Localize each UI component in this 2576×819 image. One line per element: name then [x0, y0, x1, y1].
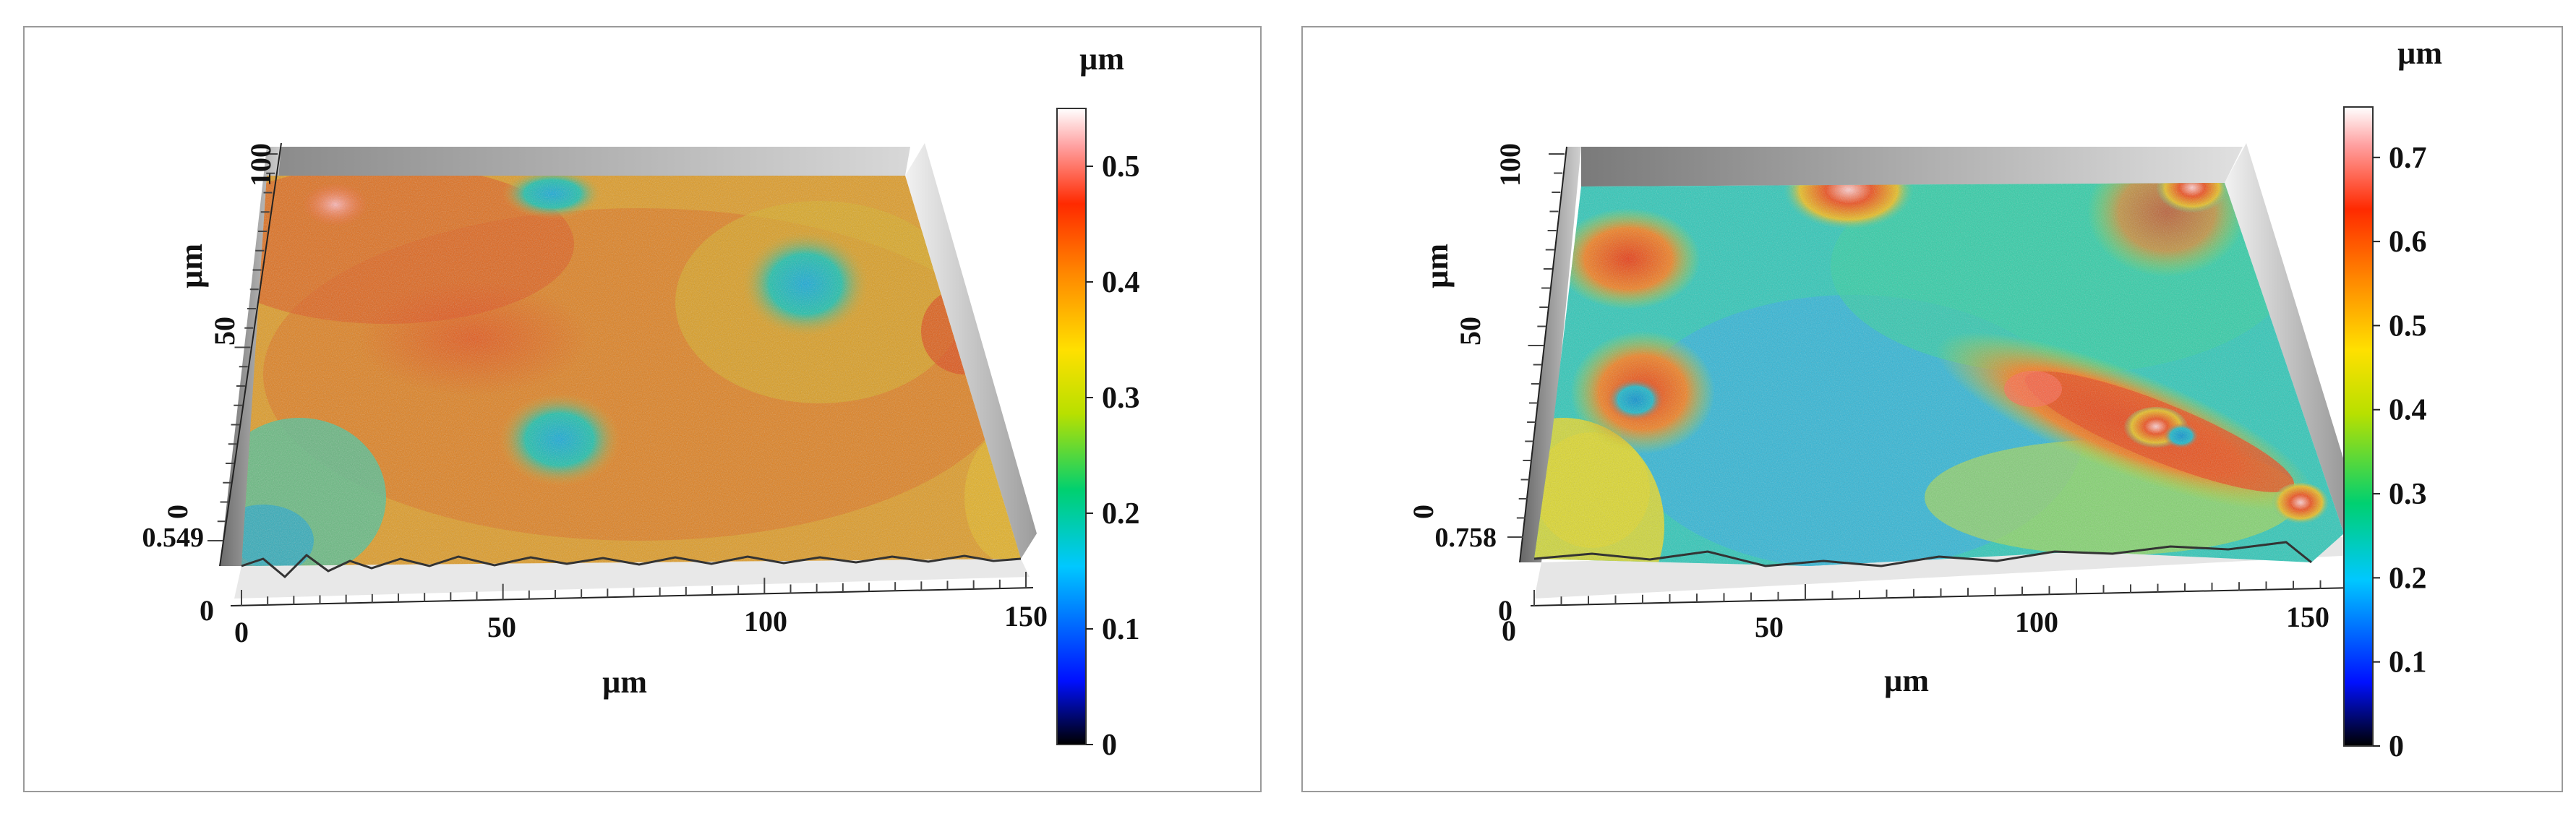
colorbar-tick-label: 0.1	[1102, 613, 1140, 646]
x-axis-b	[1530, 587, 2355, 606]
colorbar-tick-label: 0.3	[2389, 478, 2427, 511]
colorbar-tick-label: 0	[2389, 730, 2404, 763]
z-max-label-b: 0.758	[1435, 523, 1497, 553]
y-minor-ticks-a	[207, 153, 278, 541]
y-tick-label-b: 0	[1407, 505, 1439, 519]
colorbar-tick-label: 0.7	[2389, 142, 2427, 175]
z-min-label-b: 0	[1498, 594, 1512, 627]
surface-front-edge-b	[1533, 541, 2312, 567]
x-minor-ticks-b	[1533, 573, 2348, 606]
z-max-label-a: 0.549	[142, 523, 205, 553]
z-min-label-a: 0	[200, 594, 214, 627]
colorbar-tick-label: 0.4	[2389, 394, 2427, 427]
x-tick-label-b: 100	[2015, 606, 2058, 638]
right-wall-b	[2225, 143, 2362, 533]
x-axis-title-b: µm	[1884, 663, 1929, 698]
y-tick-label-a: 50	[208, 317, 241, 346]
left-wall-b	[1520, 147, 1581, 562]
colorbar-tick-label: 0.5	[2389, 309, 2427, 343]
back-wall-a	[267, 147, 910, 176]
colorbar-a	[1056, 108, 1087, 745]
surface-front-edge-a	[241, 554, 1022, 579]
colorbar-b	[2343, 106, 2374, 747]
x-tick-label-b: 50	[1755, 611, 1784, 643]
y-axis-a	[219, 142, 282, 567]
colorbar-tick-label: 0.4	[1102, 266, 1140, 299]
y-tick-label-a: 0	[161, 505, 194, 519]
y-tick-label-a: 100	[244, 143, 277, 186]
height-surface-b	[1534, 183, 2344, 566]
surface-plot-b: 0 50 100 150 µm 0 50 100 µm 0.758 0 µm 0…	[1407, 35, 2442, 763]
colorbar-unit-b: µm	[2397, 35, 2442, 71]
colorbar-tick-label: 0	[1102, 729, 1117, 762]
x-tick-label-a: 50	[487, 611, 516, 643]
colorbar-tick-label: 0.6	[2389, 226, 2427, 259]
x-axis-title-a: µm	[602, 664, 647, 700]
colorbar-tick-label: 0.1	[2389, 646, 2427, 679]
x-tick-label-a: 150	[1004, 600, 1048, 633]
y-axis-b	[1519, 146, 1567, 563]
y-axis-title-a: µm	[174, 244, 209, 288]
right-wall-a	[905, 143, 1037, 559]
x-tick-label-b: 0	[1502, 614, 1516, 647]
x-axis-a	[230, 587, 1034, 606]
surface-plot-a: 0 50 100 150 µm 0 50 100 µm 0.549 0 µm 0…	[142, 41, 1140, 762]
back-wall-b	[1581, 147, 2243, 186]
y-tick-label-b: 100	[1494, 143, 1526, 186]
y-axis-title-b: µm	[1419, 244, 1455, 288]
colorbar-ticks-a: 0 0.1 0.2 0.3 0.4 0.5	[1086, 150, 1140, 762]
colorbar-ticks-b: 0 0.1 0.2 0.3 0.4 0.5 0.6 0.7	[2373, 142, 2427, 763]
x-tick-label-b: 150	[2286, 601, 2329, 633]
y-tick-label-b: 50	[1454, 317, 1486, 346]
height-surface-a	[241, 176, 1021, 566]
floor-a	[234, 559, 1030, 599]
y-minor-ticks-b	[1507, 153, 1565, 538]
colorbar-tick-label: 0.2	[1102, 497, 1140, 531]
colorbar-tick-label: 0.3	[1102, 382, 1140, 415]
colorbar-unit-a: µm	[1079, 41, 1124, 77]
x-tick-label-a: 100	[744, 605, 787, 638]
chart-panel-a: 0 50 100 150 µm 0 50 100 µm 0.549 0 µm 0…	[23, 26, 1262, 792]
x-minor-ticks-a	[241, 572, 1027, 606]
colorbar-tick-label: 0.5	[1102, 150, 1140, 184]
chart-panel-b: 0 50 100 150 µm 0 50 100 µm 0.758 0 µm 0…	[1301, 26, 2563, 792]
colorbar-tick-label: 0.2	[2389, 562, 2427, 595]
x-tick-label-a: 0	[234, 616, 249, 648]
